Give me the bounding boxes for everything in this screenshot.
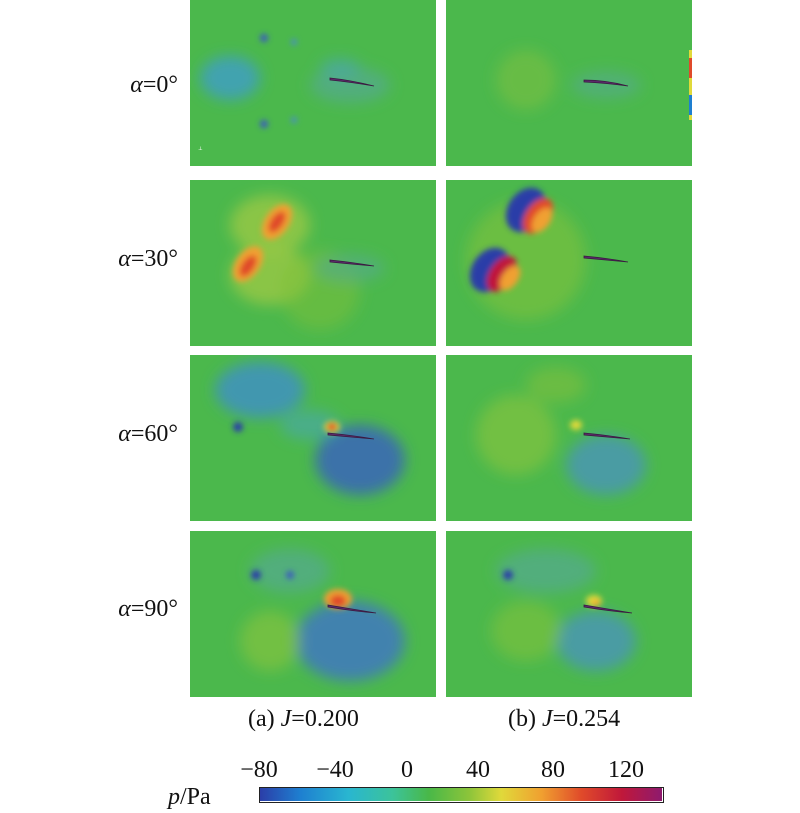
column-caption-a: (a) J=0.200: [248, 706, 359, 733]
contour-panel-a-alpha-0: ⊥: [190, 0, 436, 166]
alpha-symbol: α: [118, 246, 131, 272]
pressure-contour: [446, 531, 692, 697]
caption-prefix: (b): [508, 706, 542, 732]
colorbar-tick: 80: [541, 757, 565, 783]
colorbar-var: p: [168, 784, 180, 810]
colorbar-gradient: [260, 788, 662, 801]
caption-prefix: (a): [248, 706, 281, 732]
contour-panel-b-alpha-90: [446, 531, 692, 697]
row-label-alpha-90: α=90°: [60, 596, 178, 623]
alpha-value: =90°: [130, 596, 178, 622]
contour-panel-a-alpha-90: [190, 531, 436, 697]
pressure-contour: [190, 180, 436, 346]
caption-value: =0.200: [291, 706, 359, 732]
row-label-alpha-60: α=60°: [60, 421, 178, 448]
contour-panel-b-alpha-30: [446, 180, 692, 346]
alpha-symbol: α: [130, 72, 143, 98]
pressure-contour: [190, 355, 436, 521]
contour-panel-b-alpha-0: [446, 0, 692, 166]
pressure-contour: ⊥: [190, 0, 436, 166]
contour-panel-a-alpha-30: [190, 180, 436, 346]
colorbar-tick: 0: [401, 757, 413, 783]
colorbar-tick: −80: [240, 757, 278, 783]
alpha-value: =30°: [130, 246, 178, 272]
axis-triad-icon: ⊥: [198, 146, 203, 152]
colorbar-unit: /Pa: [180, 784, 211, 810]
row-label-alpha-0: α=0°: [60, 72, 178, 99]
colorbar-label: p/Pa: [168, 784, 211, 811]
pressure-contour: [446, 355, 692, 521]
column-caption-b: (b) J=0.254: [508, 706, 620, 733]
alpha-value: =60°: [130, 421, 178, 447]
pressure-contour: [190, 531, 436, 697]
alpha-symbol: α: [118, 421, 131, 447]
alpha-symbol: α: [118, 596, 131, 622]
row-label-alpha-30: α=30°: [60, 246, 178, 273]
colorbar-tick: −40: [316, 757, 354, 783]
contour-panel-a-alpha-60: [190, 355, 436, 521]
colorbar-tick: 120: [608, 757, 644, 783]
caption-var: J: [541, 706, 553, 732]
pressure-contour: [446, 180, 692, 346]
contour-panel-b-alpha-60: [446, 355, 692, 521]
alpha-value: =0°: [142, 72, 178, 98]
pressure-colorbar: [259, 787, 664, 803]
pressure-contour: [446, 0, 692, 166]
caption-value: =0.254: [552, 706, 621, 732]
caption-var: J: [280, 706, 292, 732]
colorbar-tick: 40: [466, 757, 490, 783]
